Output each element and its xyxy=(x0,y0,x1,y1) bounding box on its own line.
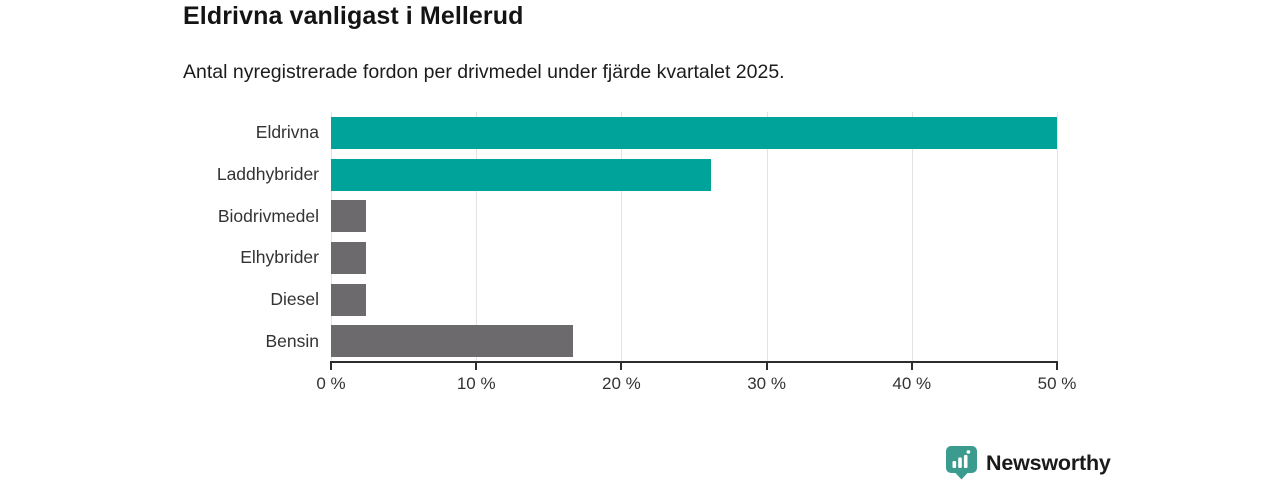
chart-title: Eldrivna vanligast i Mellerud xyxy=(183,2,524,30)
x-tick-label-0: 0 % xyxy=(316,374,346,393)
x-tick-50 xyxy=(1056,363,1058,370)
bar-biodrivmedel xyxy=(331,200,366,233)
gridline-40 xyxy=(911,112,913,362)
gridline-30 xyxy=(766,112,768,362)
x-tick-10 xyxy=(475,363,478,370)
bar-laddhybrider xyxy=(331,158,712,191)
category-label-laddhybrider: Laddhybrider xyxy=(216,164,319,184)
x-tick-label-50: 50 % xyxy=(1037,374,1077,393)
category-label-biodrivmedel: Biodrivmedel xyxy=(217,205,319,226)
category-label-elhybrider: Elhybrider xyxy=(240,247,319,268)
x-tick-label-30: 30 % xyxy=(747,374,786,393)
x-tick-label-40: 40 % xyxy=(892,374,932,393)
gridline-10 xyxy=(476,112,478,362)
bar-row-biodrivmedel: Biodrivmedel xyxy=(218,195,1057,237)
bar-rows: Eldrivna Laddhybrider Biodrivmedel Elhybrid… xyxy=(217,112,1057,362)
newsworthy-logo: Newsworthy xyxy=(946,446,1111,480)
bar-row-laddhybrider: Laddhybrider xyxy=(217,154,1057,196)
category-label-bensin: Bensin xyxy=(265,330,319,351)
x-tick-label-20: 20 % xyxy=(602,374,641,393)
bar-row-diesel: Diesel xyxy=(270,279,1057,321)
x-tick-0 xyxy=(330,363,332,370)
bar-elhybrider xyxy=(331,241,366,274)
x-tick-label-10: 10 % xyxy=(456,374,496,393)
bar-bensin xyxy=(331,325,574,358)
x-axis: 0 % 10 % 20 % 30 % 40 % 50 % xyxy=(316,362,1076,402)
bar-row-eldrivna: Eldrivna xyxy=(256,112,1057,154)
bar-diesel xyxy=(331,283,366,316)
bar-row-elhybrider: Elhybrider xyxy=(240,237,1057,279)
gridline-0 xyxy=(331,112,332,362)
bar-eldrivna xyxy=(331,116,1057,149)
x-axis-line xyxy=(330,361,1058,363)
gridline-50 xyxy=(1057,112,1058,362)
x-tick-40 xyxy=(910,363,913,370)
newsworthy-wordmark: Newsworthy xyxy=(986,450,1111,475)
gridlines xyxy=(331,112,1058,362)
gridline-20 xyxy=(621,112,623,362)
x-tick-30 xyxy=(765,363,768,370)
newsworthy-pin-barchart-icon xyxy=(946,446,977,480)
category-label-diesel: Diesel xyxy=(270,289,319,310)
x-tick-20 xyxy=(620,363,623,370)
chart-subtitle: Antal nyregistrerade fordon per drivmede… xyxy=(183,61,785,83)
category-label-eldrivna: Eldrivna xyxy=(255,122,319,143)
bar-row-bensin: Bensin xyxy=(265,320,1057,362)
bar-chart-plot-area: Eldrivna Laddhybrider Biodrivmedel Elhybrid… xyxy=(217,112,1058,362)
